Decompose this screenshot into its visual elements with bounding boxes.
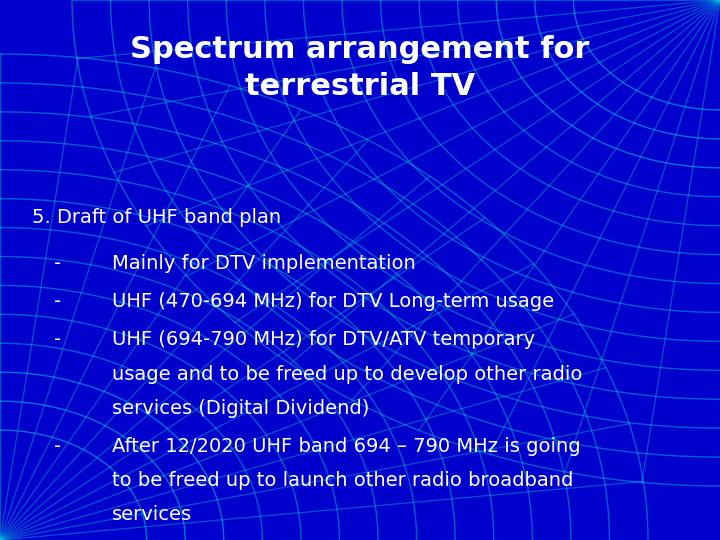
Text: -: - [54,292,61,311]
Text: services: services [112,505,192,524]
Text: Mainly for DTV implementation: Mainly for DTV implementation [112,254,415,273]
Text: -: - [54,330,61,349]
Text: to be freed up to launch other radio broadband: to be freed up to launch other radio bro… [112,471,573,490]
Text: UHF (694-790 MHz) for DTV/ATV temporary: UHF (694-790 MHz) for DTV/ATV temporary [112,330,535,349]
Text: 5. Draft of UHF band plan: 5. Draft of UHF band plan [32,208,282,227]
Text: After 12/2020 UHF band 694 – 790 MHz is going: After 12/2020 UHF band 694 – 790 MHz is … [112,437,580,456]
Text: UHF (470-694 MHz) for DTV Long-term usage: UHF (470-694 MHz) for DTV Long-term usag… [112,292,554,311]
Text: -: - [54,437,61,456]
Text: services (Digital Dividend): services (Digital Dividend) [112,399,369,417]
Text: usage and to be freed up to develop other radio: usage and to be freed up to develop othe… [112,364,582,383]
Text: Spectrum arrangement for
terrestrial TV: Spectrum arrangement for terrestrial TV [130,35,590,101]
Text: -: - [54,254,61,273]
